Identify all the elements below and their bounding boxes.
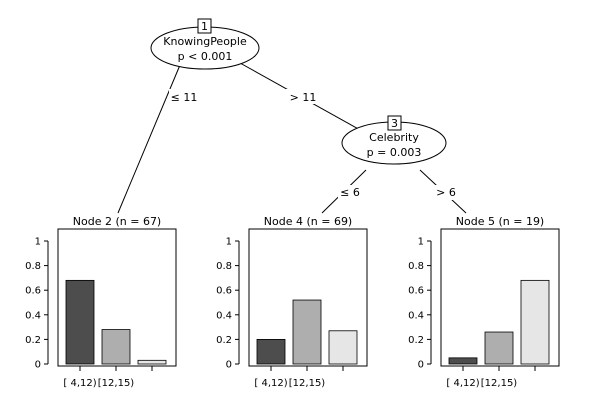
y-tick-label: 0.6 (408, 286, 424, 297)
edge-label-3-5: > 6 (436, 186, 456, 199)
terminal-node-title: Node 5 (n = 19) (456, 215, 544, 228)
y-tick-label: 0.4 (216, 310, 232, 321)
node-3-variable: Celebrity (369, 131, 419, 144)
bar-3 (328, 330, 358, 365)
node-1-pvalue: p < 0.001 (178, 50, 233, 63)
terminal-node-title: Node 4 (n = 69) (264, 215, 352, 228)
y-tick-label: 1 (226, 237, 232, 248)
x-tick-label: [ 4,12) (254, 378, 287, 389)
y-tick-label: 1 (35, 237, 41, 248)
y-tick-label: 0.4 (25, 310, 41, 321)
x-tick-label: [12,15) (481, 378, 518, 389)
y-tick-label: 0 (226, 360, 232, 371)
y-tick-label: 0.8 (25, 261, 41, 272)
bar-3 (520, 279, 550, 365)
x-tick-label: [ 4,12) (63, 378, 96, 389)
terminal-node-3: Node 5 (n = 19) 0 0.2 0.4 0.6 0.8 1 [ 4,12) [12,… (408, 215, 560, 389)
bar-2 (101, 329, 131, 365)
inner-node-1: KnowingPeople p < 0.001 1 (150, 18, 260, 70)
y-tick-label: 0.4 (408, 310, 424, 321)
bar-1 (448, 357, 478, 365)
y-tick-label: 0 (418, 360, 424, 371)
edge-label-1-3: > 11 (290, 91, 317, 104)
y-tick-label: 0.2 (408, 335, 424, 346)
terminal-node-2: Node 4 (n = 69) 0 0.2 0.4 0.6 0.8 1 [ 4,12) [12,… (216, 215, 368, 389)
edge-label-1-2: ≤ 11 (171, 91, 198, 104)
bar-1 (256, 338, 286, 365)
terminal-nodes: Node 2 (n = 67)00.20.40.60.81[ 4,12) [12,… (25, 215, 560, 389)
edge-label-bg (169, 89, 199, 104)
y-tick-label: 0.8 (216, 261, 232, 272)
bar-2 (484, 331, 514, 365)
bar-3 (137, 359, 167, 365)
y-tick-label: 0.6 (25, 286, 41, 297)
node-1-id: 1 (201, 20, 208, 33)
edge-label-bg (286, 89, 320, 104)
edge-label-3-4: ≤ 6 (340, 186, 360, 199)
inner-node-3: Celebrity p = 0.003 3 (341, 115, 447, 165)
edge-1-2 (117, 64, 181, 214)
edge-label-bg (433, 185, 459, 200)
bar-1 (65, 279, 95, 365)
y-tick-label: 0 (35, 360, 41, 371)
x-tick-label: [ 4,12) (446, 378, 479, 389)
y-tick-label: 0.2 (216, 335, 232, 346)
bar-2 (292, 299, 322, 365)
node-1-variable: KnowingPeople (163, 35, 247, 48)
terminal-node-title: Node 2 (n = 67) (73, 215, 161, 228)
y-tick-label: 0.8 (408, 261, 424, 272)
node-3-pvalue: p = 0.003 (367, 146, 422, 159)
edge-label-bg (338, 185, 362, 200)
y-tick-label: 0.2 (25, 335, 41, 346)
y-tick-label: 0.6 (216, 286, 232, 297)
y-tick-label: 1 (418, 237, 424, 248)
x-tick-label: [12,15) (98, 378, 135, 389)
terminal-node-1: Node 2 (n = 67) 0 0.2 0.4 0.6 0.8 1 [ 4,12) [12,… (25, 215, 177, 389)
x-tick-label: [12,15) (289, 378, 326, 389)
node-3-id: 3 (391, 117, 398, 130)
